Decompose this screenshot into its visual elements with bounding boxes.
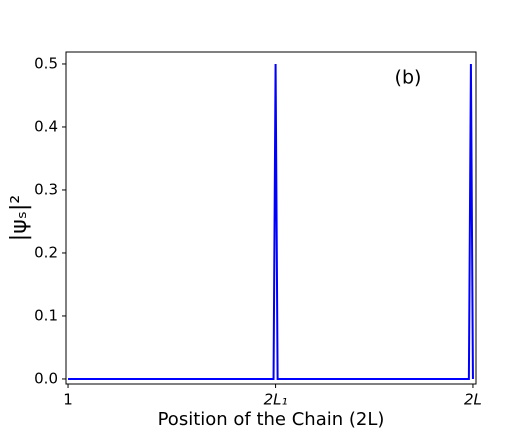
x-axis-label: Position of the Chain (2L) — [158, 409, 385, 430]
x-tick-label: 2L — [464, 391, 482, 409]
plot-frame — [65, 51, 477, 385]
x-tick-label: 2L₁ — [264, 391, 288, 409]
data-line — [68, 63, 474, 380]
y-tick-label: 0.1 — [34, 306, 58, 324]
y-tick-label: 0.3 — [34, 180, 58, 198]
y-axis-label: |ψₛ|² — [7, 195, 32, 241]
annotation: (b) — [395, 67, 422, 89]
y-tick-label: 0.4 — [34, 117, 58, 135]
y-tick-label: 0.5 — [34, 54, 58, 72]
y-tick-label: 0.0 — [34, 369, 58, 387]
x-tick-label: 1 — [63, 391, 73, 409]
y-tick-label: 0.2 — [34, 243, 58, 261]
